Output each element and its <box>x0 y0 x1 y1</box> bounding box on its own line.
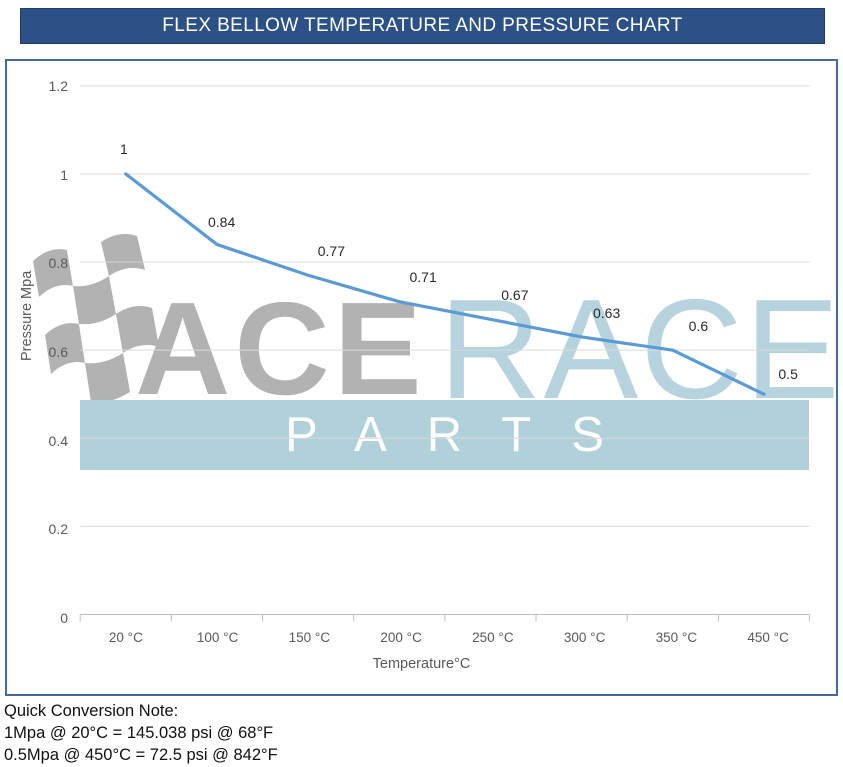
axis-tick-layer: 0 0.2 0.4 0.6 0.8 1 1.2 20 °C 100 °C 150 °C 200 °C… <box>7 61 836 694</box>
chart-container: ACE RACE PARTS 0 0.2 0.4 0.6 0.8 1 1.2 20 °C 100… <box>5 59 838 696</box>
y-axis-tick-label: 1.2 <box>48 78 68 94</box>
data-point-label: 0.77 <box>317 242 345 259</box>
x-axis-tick-label: 150 °C <box>288 630 331 645</box>
y-axis-tick-label: 0 <box>60 610 68 626</box>
data-label-layer: 1 0.84 0.77 0.71 0.67 0.63 0.6 0.5 <box>7 61 836 694</box>
x-axis-tick-label: 450 °C <box>747 630 789 645</box>
data-point-label: 0.6 <box>688 318 709 334</box>
data-point-label: 0.5 <box>778 366 798 383</box>
note-line-1: 1Mpa @ 20°C = 145.038 psi @ 68°F <box>4 724 274 742</box>
x-axis-tick-label: 250 °C <box>472 630 514 645</box>
plot-area <box>79 85 811 622</box>
page-title: FLEX BELLOW TEMPERATURE AND PRESSURE CHA… <box>162 15 683 36</box>
x-axis-tick-label: 100 °C <box>196 630 239 645</box>
data-point-label: 0.84 <box>208 213 236 230</box>
y-axis-tick-label: 1 <box>60 166 68 183</box>
data-point-label: 1 <box>119 140 128 157</box>
x-axis-title: Temperature°C <box>372 656 471 672</box>
y-axis-tick-label: 0.4 <box>48 432 68 449</box>
note-heading: Quick Conversion Note: <box>4 702 179 720</box>
pressure-series-line <box>124 172 766 396</box>
conversion-note: Quick Conversion Note: 1Mpa @ 20°C = 145… <box>4 700 278 766</box>
data-point-label: 0.67 <box>501 286 529 303</box>
x-axis-tick-label: 200 °C <box>380 630 422 645</box>
x-axis-tick-label: 20 °C <box>108 630 143 645</box>
x-axis-tick-label: 350 °C <box>655 630 698 645</box>
data-point-label: 0.63 <box>593 304 621 321</box>
y-axis-tick-label: 0.8 <box>48 255 68 272</box>
x-axis-tick-label: 300 °C <box>563 630 606 645</box>
y-axis-tick-label: 0.2 <box>48 521 68 538</box>
data-point-label: 0.71 <box>409 269 437 286</box>
chart-title-banner: FLEX BELLOW TEMPERATURE AND PRESSURE CHA… <box>20 8 825 44</box>
note-line-2: 0.5Mpa @ 450°C = 72.5 psi @ 842°F <box>4 746 278 764</box>
y-axis-tick-label: 0.6 <box>48 344 68 360</box>
